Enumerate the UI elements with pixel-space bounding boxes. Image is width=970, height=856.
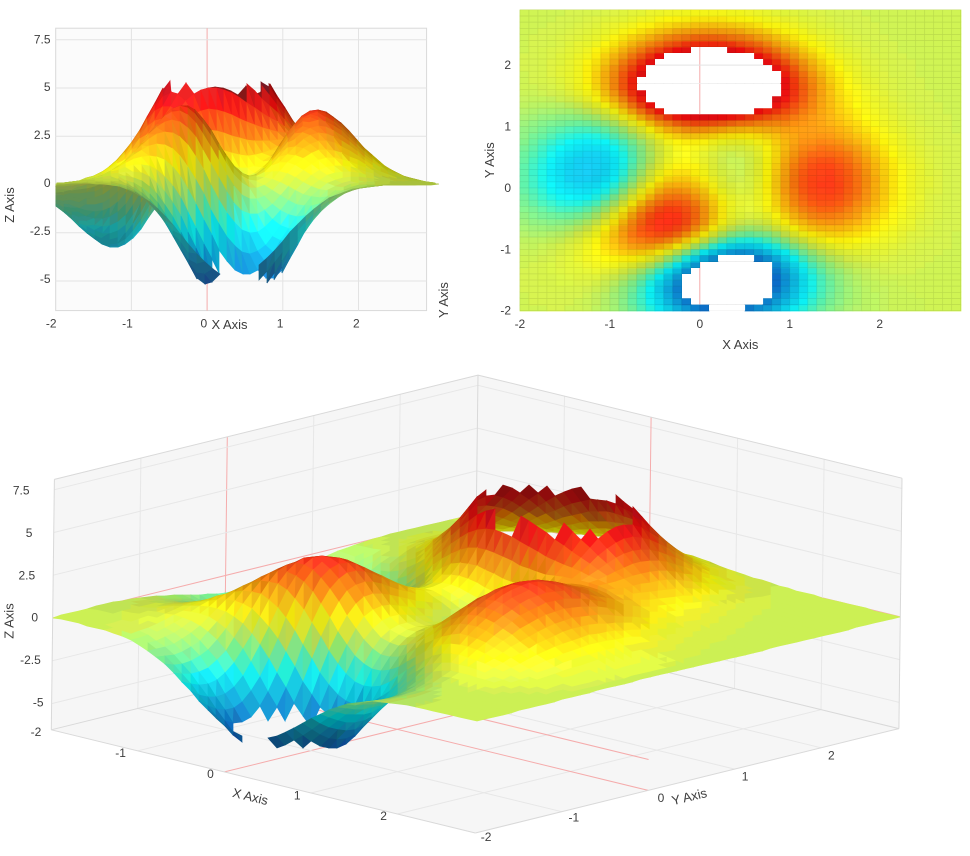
svg-text:1: 1 xyxy=(742,770,749,784)
svg-text:0: 0 xyxy=(44,176,51,190)
svg-text:7.5: 7.5 xyxy=(13,483,30,497)
svg-text:2: 2 xyxy=(504,58,511,72)
svg-text:Y Axis: Y Axis xyxy=(482,142,497,178)
svg-text:-1: -1 xyxy=(605,317,616,331)
svg-text:2: 2 xyxy=(380,809,387,823)
svg-text:-1: -1 xyxy=(568,810,579,824)
svg-text:0: 0 xyxy=(658,791,665,805)
svg-text:2: 2 xyxy=(353,317,360,331)
svg-text:0: 0 xyxy=(207,767,214,781)
svg-text:-2: -2 xyxy=(481,830,492,844)
svg-text:-1: -1 xyxy=(500,242,511,256)
svg-text:-1: -1 xyxy=(115,746,126,760)
svg-text:1: 1 xyxy=(504,120,511,134)
svg-text:1: 1 xyxy=(277,317,284,331)
svg-text:-2: -2 xyxy=(515,317,526,331)
svg-text:5: 5 xyxy=(26,526,33,540)
svg-text:1: 1 xyxy=(294,788,301,802)
svg-text:0: 0 xyxy=(200,317,207,331)
svg-text:Z Axis: Z Axis xyxy=(2,187,17,223)
svg-text:0: 0 xyxy=(504,181,511,195)
svg-text:-2.5: -2.5 xyxy=(30,224,51,238)
svg-text:0: 0 xyxy=(696,317,703,331)
svg-text:1: 1 xyxy=(786,317,793,331)
svg-text:-2: -2 xyxy=(500,304,511,318)
svg-text:X Axis: X Axis xyxy=(722,337,759,352)
svg-text:2.5: 2.5 xyxy=(34,128,51,142)
svg-text:7.5: 7.5 xyxy=(34,32,51,46)
svg-text:Y Axis: Y Axis xyxy=(436,282,451,318)
svg-text:-2.5: -2.5 xyxy=(20,653,41,667)
svg-text:Z Axis: Z Axis xyxy=(2,603,17,639)
svg-text:-2: -2 xyxy=(46,317,57,331)
svg-text:2: 2 xyxy=(876,317,883,331)
svg-text:2.5: 2.5 xyxy=(19,568,36,582)
svg-text:X Axis: X Axis xyxy=(211,317,248,332)
svg-text:0: 0 xyxy=(31,611,38,625)
svg-text:-2: -2 xyxy=(31,725,42,739)
svg-text:-5: -5 xyxy=(40,272,51,286)
svg-text:5: 5 xyxy=(44,80,51,94)
svg-text:2: 2 xyxy=(828,748,835,762)
svg-text:-5: -5 xyxy=(33,696,44,710)
svg-text:-1: -1 xyxy=(122,317,133,331)
